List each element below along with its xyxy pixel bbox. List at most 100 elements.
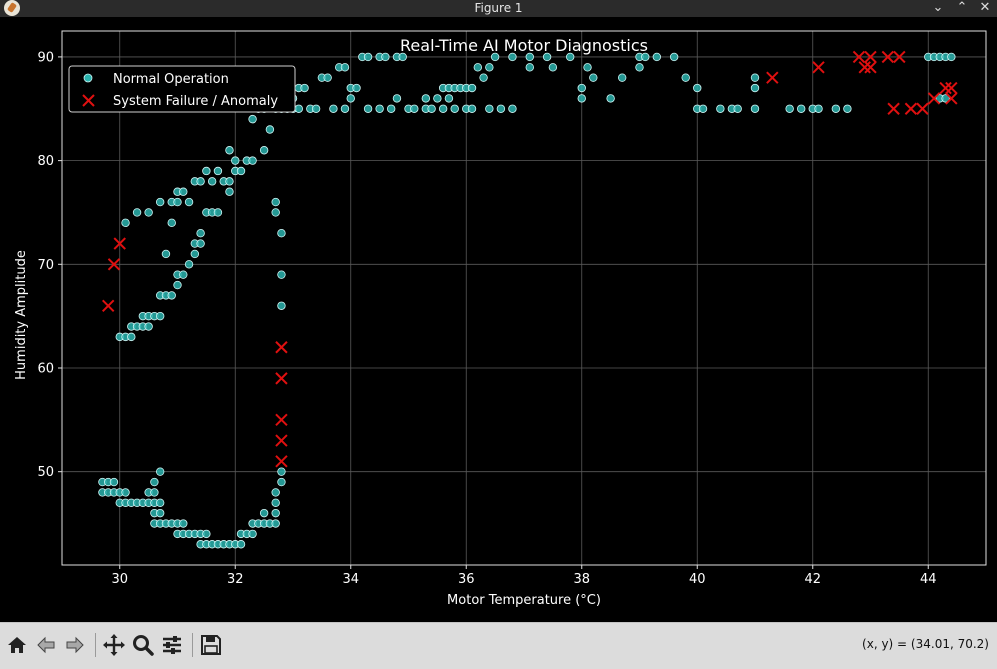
save-icon xyxy=(201,635,221,655)
anomaly-point-stroke xyxy=(864,50,877,64)
normal-point xyxy=(496,104,506,113)
normal-point xyxy=(236,166,246,176)
anomaly-point xyxy=(945,92,958,105)
normal-point xyxy=(248,529,257,539)
anomaly-point xyxy=(275,341,288,354)
normal-point xyxy=(277,477,286,487)
zoom-icon xyxy=(133,635,154,656)
normal-point xyxy=(490,52,500,62)
normal-point xyxy=(248,114,257,124)
normal-point xyxy=(427,104,436,113)
normal-point xyxy=(167,218,176,228)
normal-point xyxy=(363,52,373,62)
anomaly-point xyxy=(945,81,958,95)
normal-point xyxy=(144,208,153,217)
back-icon xyxy=(37,636,55,654)
normal-point xyxy=(109,477,119,487)
normal-point xyxy=(155,498,165,507)
normal-point xyxy=(698,104,708,113)
normal-point xyxy=(300,83,309,93)
normal-point xyxy=(340,63,350,72)
anomaly-point-stroke xyxy=(881,50,895,64)
normal-point xyxy=(693,83,702,93)
anomaly-point-stroke xyxy=(107,258,121,271)
anomaly-point-stroke xyxy=(275,434,288,447)
y-tick-label: 80 xyxy=(37,154,54,169)
anomaly-point xyxy=(893,50,906,64)
normal-point xyxy=(467,83,477,93)
normal-point xyxy=(750,83,760,93)
normal-point xyxy=(155,311,165,321)
maximize-icon[interactable]: ⌃ xyxy=(956,0,968,15)
normal-point xyxy=(277,301,286,310)
legend: Normal Operation System Failure / Anomal… xyxy=(68,65,296,113)
normal-point xyxy=(340,104,350,113)
axis-ticks: 30 32 34 36 38 40 42 44 50 60 70 80 90 xyxy=(37,50,936,587)
anomaly-point-stroke xyxy=(893,50,906,64)
configure-subplots-button[interactable] xyxy=(159,632,185,658)
normal-point xyxy=(196,239,205,248)
normal-point xyxy=(202,166,211,176)
x-axis-label: Motor Temperature (°C) xyxy=(447,593,601,608)
normal-point xyxy=(831,104,841,113)
anomaly-point-stroke xyxy=(766,71,779,84)
normal-point xyxy=(589,73,598,82)
normal-point xyxy=(144,322,153,331)
anomaly-point-stroke xyxy=(945,81,958,95)
home-button[interactable] xyxy=(4,632,30,658)
normal-point xyxy=(311,104,321,113)
cursor-coordinates: (x, y) = (34.01, 70.2) xyxy=(862,637,989,651)
back-button[interactable] xyxy=(33,632,59,658)
normal-point xyxy=(179,270,188,279)
anomaly-point xyxy=(927,92,941,105)
normal-point xyxy=(797,104,806,113)
normal-point xyxy=(213,166,223,176)
x-tick-label: 44 xyxy=(920,572,937,587)
close-icon[interactable]: ✕ xyxy=(979,0,991,15)
normal-point xyxy=(635,63,644,72)
y-tick-label: 70 xyxy=(37,258,54,273)
normal-point xyxy=(132,208,142,217)
anomaly-point-stroke xyxy=(113,237,126,250)
normal-point xyxy=(785,104,794,113)
save-button[interactable] xyxy=(198,632,224,658)
normal-point xyxy=(479,73,488,82)
normal-point xyxy=(352,83,361,93)
window-titlebar: Figure 1 ⌄ ⌃ ✕ xyxy=(0,0,997,17)
normal-point xyxy=(606,94,615,103)
anomaly-point xyxy=(864,50,877,64)
normal-point xyxy=(941,94,950,103)
pan-button[interactable] xyxy=(101,632,127,658)
anomaly-point xyxy=(275,434,288,447)
legend-anomaly-label: System Failure / Anomaly xyxy=(113,94,278,109)
anomaly-point-stroke xyxy=(927,92,941,105)
y-axis-label: Humidity Amplitude xyxy=(14,250,29,380)
x-tick-label: 36 xyxy=(458,572,475,587)
normal-point xyxy=(438,104,448,113)
forward-button[interactable] xyxy=(62,632,88,658)
anomaly-point xyxy=(881,50,895,64)
normal-point xyxy=(271,498,280,507)
anomaly-point xyxy=(852,50,866,64)
normal-point xyxy=(277,270,286,279)
anomaly-point-stroke xyxy=(275,413,288,427)
chart-title: Real-Time AI Motor Diagnostics xyxy=(400,36,648,55)
normal-point xyxy=(259,508,269,518)
normal-point xyxy=(271,488,280,497)
normal-point xyxy=(577,94,586,103)
normal-point xyxy=(617,73,627,82)
anomaly-point-stroke xyxy=(812,61,825,74)
forward-icon xyxy=(66,636,84,654)
normal-point xyxy=(248,156,257,165)
normal-point xyxy=(265,125,275,134)
minimize-icon[interactable]: ⌄ xyxy=(932,0,944,15)
zoom-button[interactable] xyxy=(130,632,156,658)
normal-point xyxy=(207,177,217,186)
normal-point xyxy=(184,197,194,207)
normal-point xyxy=(716,104,725,113)
normal-point xyxy=(733,104,742,113)
normal-point xyxy=(259,146,269,155)
anomaly-point-stroke xyxy=(887,102,900,115)
normal-point xyxy=(127,332,136,342)
normal-point xyxy=(525,52,534,62)
